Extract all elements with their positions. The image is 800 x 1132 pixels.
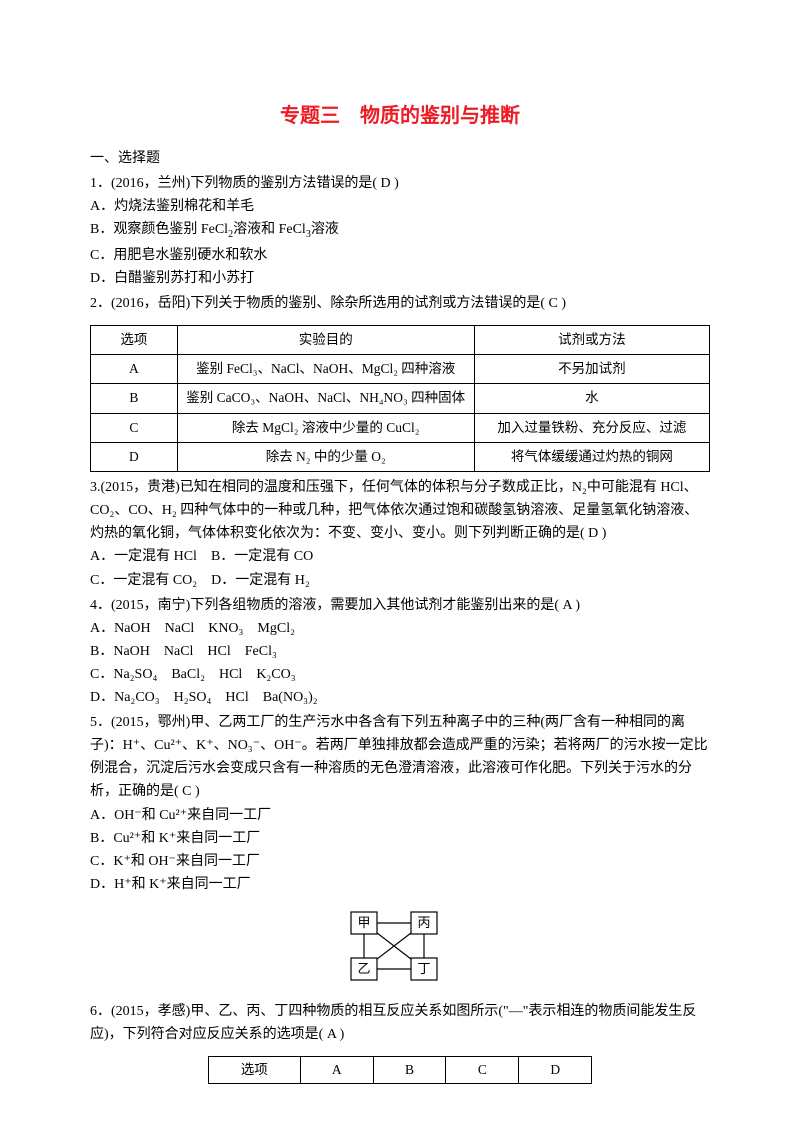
cell: C [91,413,178,442]
q3-optCD: C．一定混有 CO₂ D．一定混有 H₂ [90,569,710,592]
question-2: 2．(2016，岳阳)下列关于物质的鉴别、除杂所选用的试剂或方法错误的是( C … [90,292,710,472]
q5-optD: D．H⁺和 K⁺来自同一工厂 [90,873,710,896]
q3-stem: 3.(2015，贵港)已知在相同的温度和压强下，任何气体的体积与分子数成正比，N… [90,476,710,545]
question-1: 1．(2016，兰州)下列物质的鉴别方法错误的是( D ) A．灼烧法鉴别棉花和… [90,172,710,290]
cell: 不另加试剂 [474,355,709,384]
th-D: D [519,1057,592,1084]
cell: 将气体缓缓通过灼热的铜网 [474,442,709,471]
svg-text:丁: 丁 [417,961,430,976]
q4-optC: C．Na₂SO₄ BaCl₂ HCl K₂CO₃ [90,663,710,686]
q6-stem: 6．(2015，孝感)甲、乙、丙、丁四种物质的相互反应关系如图所示("—"表示相… [90,1000,710,1046]
q4-optD: D．Na₂CO₃ H₂SO₄ HCl Ba(NO₃)₂ [90,686,710,709]
table-row: A 鉴别 FeCl₃、NaCl、NaOH、MgCl₂ 四种溶液 不另加试剂 [91,355,710,384]
q2-table: 选项 实验目的 试剂或方法 A 鉴别 FeCl₃、NaCl、NaOH、MgCl₂… [90,325,710,472]
q4-optA: A．NaOH NaCl KNO₃ MgCl₂ [90,617,710,640]
q1-stem: 1．(2016，兰州)下列物质的鉴别方法错误的是( D ) [90,172,710,195]
q4-optB: B．NaOH NaCl HCl FeCl₃ [90,640,710,663]
question-3: 3.(2015，贵港)已知在相同的温度和压强下，任何气体的体积与分子数成正比，N… [90,476,710,591]
q5-stem: 5．(2015，鄂州)甲、乙两工厂的生产污水中各含有下列五种离子中的三种(两厂含… [90,711,710,803]
svg-text:丙: 丙 [417,915,430,930]
cell: 鉴别 CaCO₃、NaOH、NaCl、NH₄NO₃ 四种固体 [177,384,474,413]
table-row: B 鉴别 CaCO₃、NaOH、NaCl、NH₄NO₃ 四种固体 水 [91,384,710,413]
th-option: 选项 [91,325,178,354]
q5-optC: C．K⁺和 OH⁻来自同一工厂 [90,850,710,873]
q5-optA: A．OH⁻和 Cu²⁺来自同一工厂 [90,804,710,827]
cell: 水 [474,384,709,413]
cell: D [91,442,178,471]
q1-optB: B．观察颜色鉴别 FeCl2溶液和 FeCl3溶液 [90,218,710,243]
cell: 除去 MgCl₂ 溶液中少量的 CuCl₂ [177,413,474,442]
cell: 加入过量铁粉、充分反应、过滤 [474,413,709,442]
table-row: 选项 实验目的 试剂或方法 [91,325,710,354]
table-row: C 除去 MgCl₂ 溶液中少量的 CuCl₂ 加入过量铁粉、充分反应、过滤 [91,413,710,442]
q3-optAB: A．一定混有 HCl B．一定混有 CO [90,545,710,568]
th-A: A [300,1057,373,1084]
question-4: 4．(2015，南宁)下列各组物质的溶液，需要加入其他试剂才能鉴别出来的是( A… [90,594,710,709]
q5-optB: B．Cu²⁺和 K⁺来自同一工厂 [90,827,710,850]
section-heading: 一、选择题 [90,147,710,170]
q1-optC: C．用肥皂水鉴别硬水和软水 [90,244,710,267]
table-row: D 除去 N₂ 中的少量 O₂ 将气体缓缓通过灼热的铜网 [91,442,710,471]
svg-text:乙: 乙 [357,961,370,976]
cell: 鉴别 FeCl₃、NaCl、NaOH、MgCl₂ 四种溶液 [177,355,474,384]
th-purpose: 实验目的 [177,325,474,354]
q4-stem: 4．(2015，南宁)下列各组物质的溶液，需要加入其他试剂才能鉴别出来的是( A… [90,594,710,617]
q6-table: 选项 A B C D [208,1056,592,1084]
page-title: 专题三 物质的鉴别与推断 [90,100,710,133]
svg-text:甲: 甲 [357,915,370,930]
cell: A [91,355,178,384]
q2-stem: 2．(2016，岳阳)下列关于物质的鉴别、除杂所选用的试剂或方法错误的是( C … [90,292,710,315]
question-5: 5．(2015，鄂州)甲、乙两工厂的生产污水中各含有下列五种离子中的三种(两厂含… [90,711,710,896]
q1-optA: A．灼烧法鉴别棉花和羊毛 [90,195,710,218]
question-6: 6．(2015，孝感)甲、乙、丙、丁四种物质的相互反应关系如图所示("—"表示相… [90,1000,710,1084]
cell: 除去 N₂ 中的少量 O₂ [177,442,474,471]
cell: B [91,384,178,413]
th-B: B [373,1057,446,1084]
q1-optD: D．白醋鉴别苏打和小苏打 [90,267,710,290]
table-row: 选项 A B C D [208,1057,591,1084]
th-C: C [446,1057,519,1084]
th-option: 选项 [208,1057,300,1084]
th-method: 试剂或方法 [474,325,709,354]
relation-diagram: 甲 丙乙 丁 [90,906,710,994]
